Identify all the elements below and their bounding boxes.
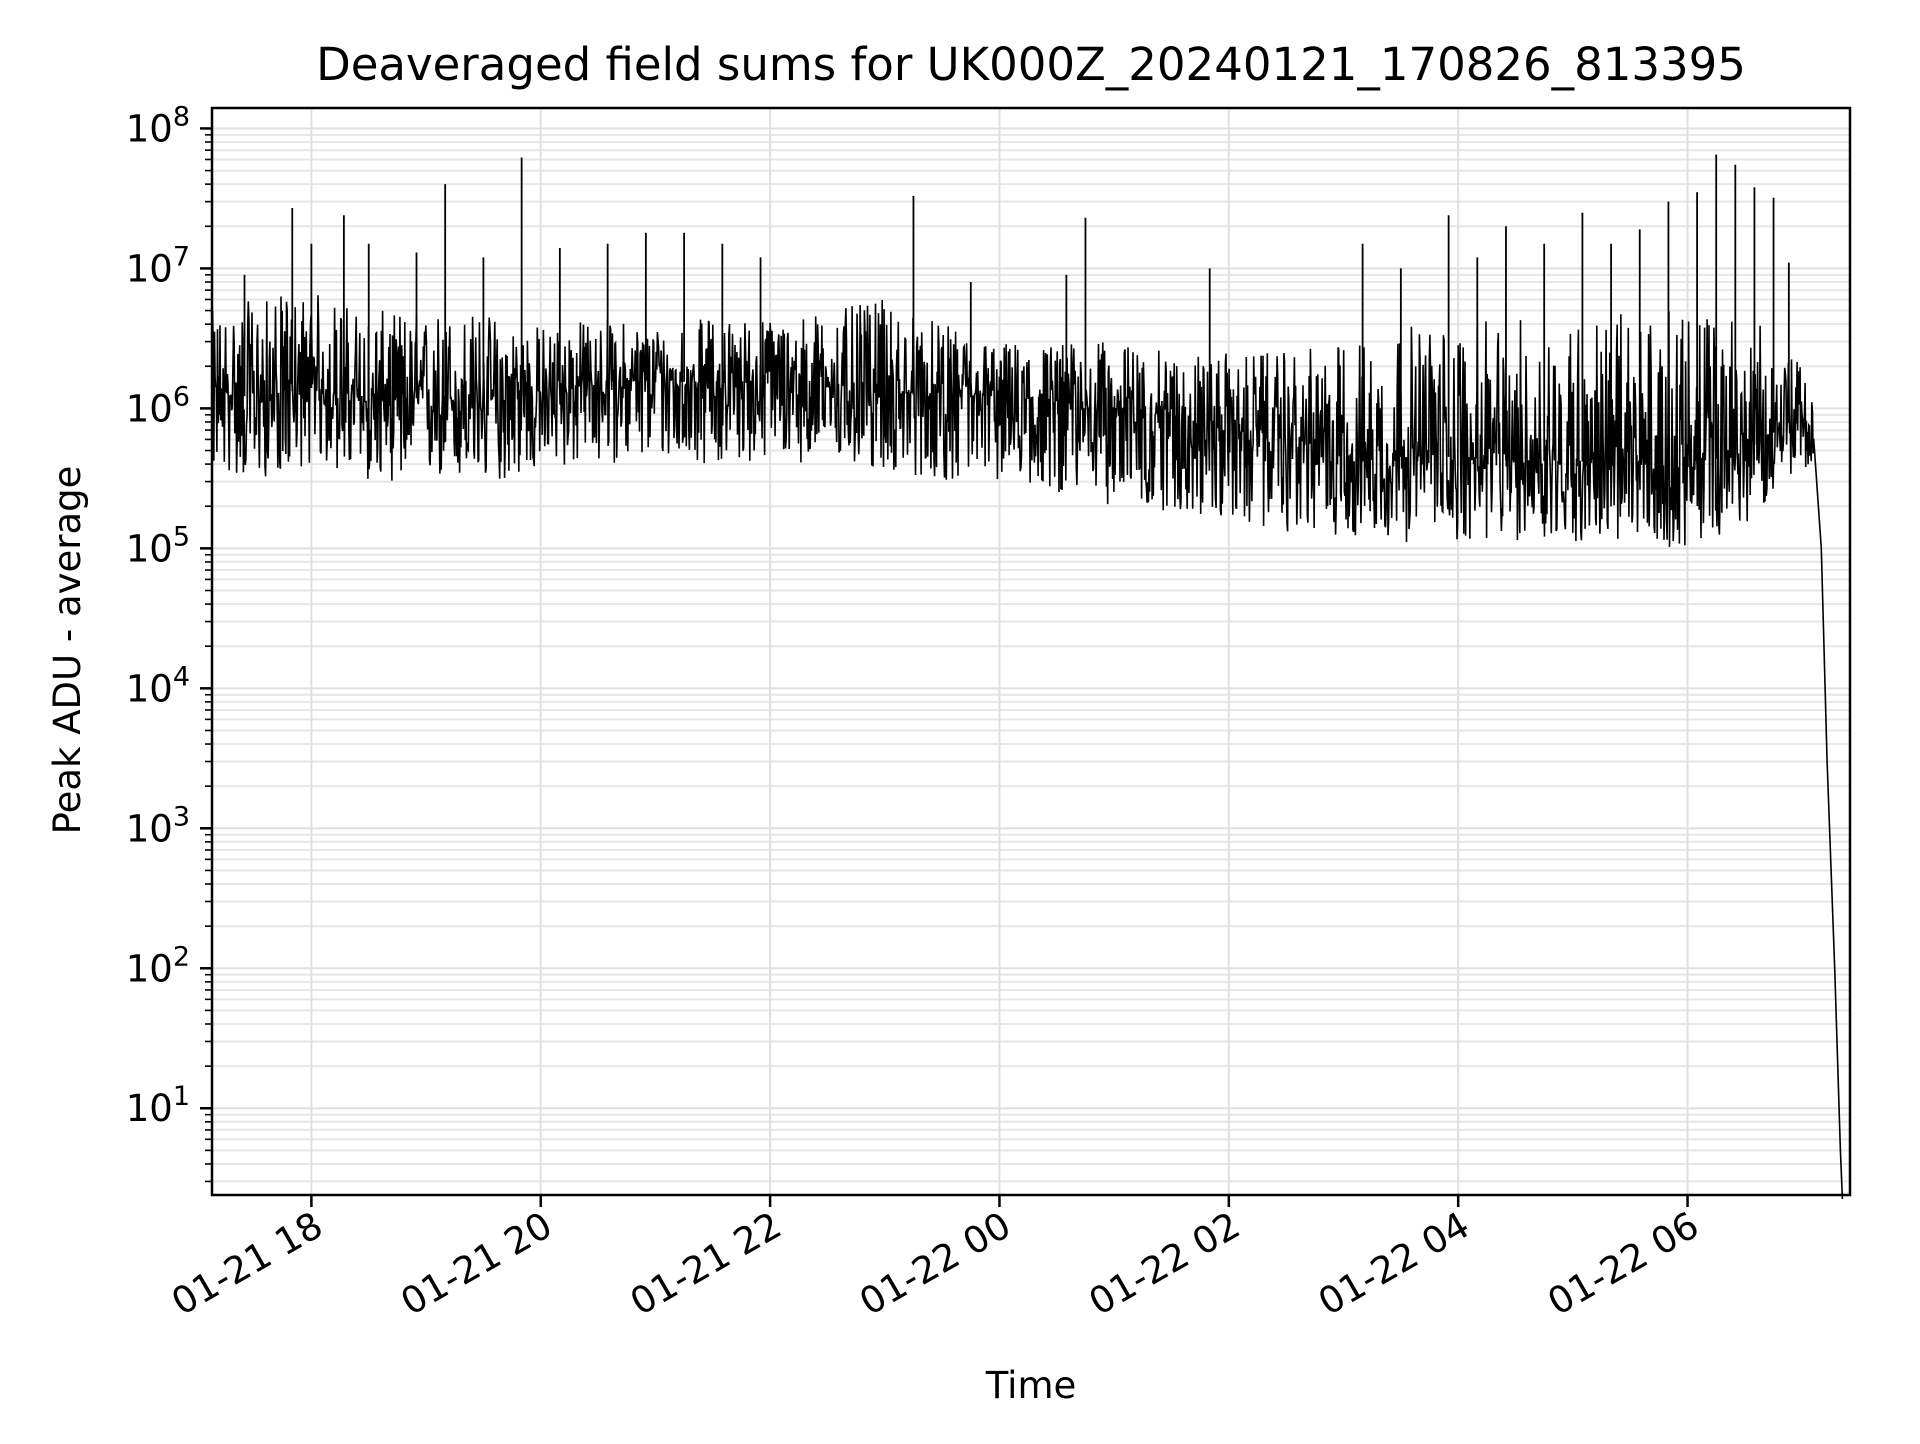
chart-title: Deaveraged field sums for UK000Z_2024012… <box>316 38 1746 91</box>
series-layer <box>211 154 1844 1200</box>
y-tick-label: 104 <box>126 661 190 710</box>
y-tick-label: 108 <box>126 101 190 150</box>
y-tick-label: 102 <box>126 941 190 990</box>
y-tick-label: 105 <box>126 521 190 570</box>
series-line <box>211 295 1844 1200</box>
y-axis-ticks: 101 102 103 104 105 106 107 108 <box>126 101 212 1183</box>
plot-frame <box>210 106 1852 1197</box>
x-axis-label: Time <box>985 1364 1077 1407</box>
y-tick-label: 106 <box>126 381 190 430</box>
y-tick-label: 101 <box>126 1081 190 1130</box>
y-tick-label: 107 <box>126 241 190 290</box>
axes-frame <box>210 106 1852 1197</box>
y-tick-label: 103 <box>126 801 190 850</box>
y-axis-label: Peak ADU - average <box>46 466 89 835</box>
